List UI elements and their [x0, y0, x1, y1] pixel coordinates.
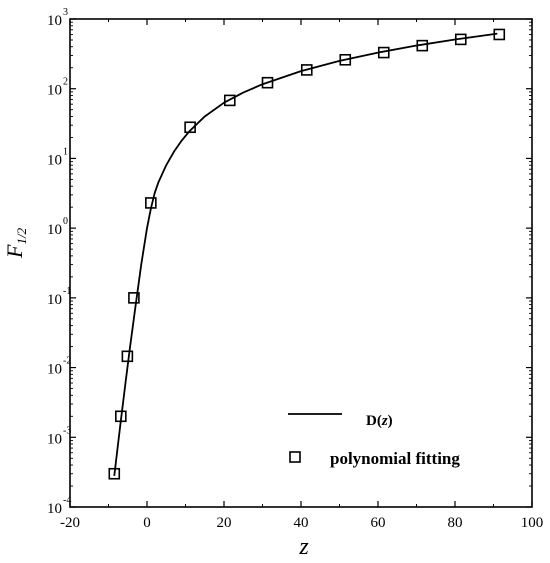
data-point-polynomial-fitting [300, 64, 313, 76]
data-point-polynomial-fitting [261, 76, 274, 89]
y-tick-label-exponent: -2 [63, 356, 71, 367]
data-point-polynomial-fitting [416, 39, 429, 52]
legend-label-d-z: D(z) [366, 413, 393, 429]
data-point-polynomial-fitting [145, 197, 157, 209]
data-point-polynomial-fitting [223, 94, 236, 107]
legend-label-polynomial-fitting: polynomial fitting [330, 449, 460, 468]
x-tick-label: -20 [60, 515, 80, 531]
plot-frame [69, 18, 533, 508]
y-tick-label: 10-1 [47, 286, 71, 308]
y-axis-title-main: F [2, 244, 27, 259]
x-tick-label: 40 [294, 515, 309, 531]
y-tick-label: 102 [47, 77, 68, 99]
y-tick-label: 10-3 [47, 425, 71, 447]
data-point-polynomial-fitting [128, 292, 140, 304]
y-tick-label: 101 [47, 146, 68, 168]
data-point-polynomial-fitting [115, 410, 127, 423]
y-tick-label-base: 10 [47, 83, 62, 99]
x-axis-title: z [298, 534, 309, 560]
y-tick-label-exponent: 2 [63, 77, 68, 88]
legend-label-part: D( [366, 413, 382, 429]
legend-marker-swatch [289, 451, 301, 463]
y-axis-title: F1/2 [2, 227, 29, 259]
y-tick-label-base: 10 [47, 292, 62, 308]
plot-area: -20 0 20 40 60 80 10010-410-310-210-1100101102… [47, 7, 543, 531]
y-tick-label: 100 [47, 216, 68, 238]
y-tick-label-base: 10 [47, 13, 62, 29]
y-tick-label-exponent: -3 [63, 425, 71, 436]
y-tick-label-base: 10 [47, 501, 62, 517]
data-point-polynomial-fitting [339, 53, 352, 66]
x-tick-label: 60 [371, 515, 386, 531]
y-tick-label-exponent: 3 [63, 7, 68, 18]
x-tick-label: 100 [521, 515, 544, 531]
y-tick-label: 10-4 [47, 495, 71, 517]
data-point-polynomial-fitting [184, 121, 196, 134]
y-tick-label-exponent: 0 [63, 216, 68, 227]
data-point-polynomial-fitting [377, 46, 390, 59]
y-tick-label-base: 10 [47, 431, 62, 447]
y-tick-label: 10-2 [47, 356, 71, 378]
legend: D(z) polynomial fitting [288, 413, 460, 468]
y-tick-label: 103 [47, 7, 68, 29]
x-tick-label: 80 [448, 515, 463, 531]
y-tick-label-base: 10 [47, 362, 62, 378]
y-tick-label-exponent: -1 [63, 286, 71, 297]
y-axis-title-sub: 1/2 [14, 227, 29, 244]
legend-label-part: ) [388, 413, 393, 429]
legend-label-part: z [381, 413, 388, 429]
svg-text:F1/2: F1/2 [2, 227, 29, 259]
series-line-d-z [113, 32, 498, 476]
y-tick-label-base: 10 [47, 222, 62, 238]
data-point-polynomial-fitting [108, 467, 121, 480]
y-tick-label-exponent: -4 [63, 495, 71, 506]
x-tick-label: 20 [217, 515, 232, 531]
data-point-polynomial-fitting [493, 28, 506, 41]
data-point-polynomial-fitting [454, 33, 467, 46]
data-point-polynomial-fitting [121, 350, 134, 363]
y-tick-label-exponent: 1 [63, 146, 68, 157]
x-tick-label: 0 [143, 515, 151, 531]
y-tick-label-base: 10 [47, 152, 62, 168]
